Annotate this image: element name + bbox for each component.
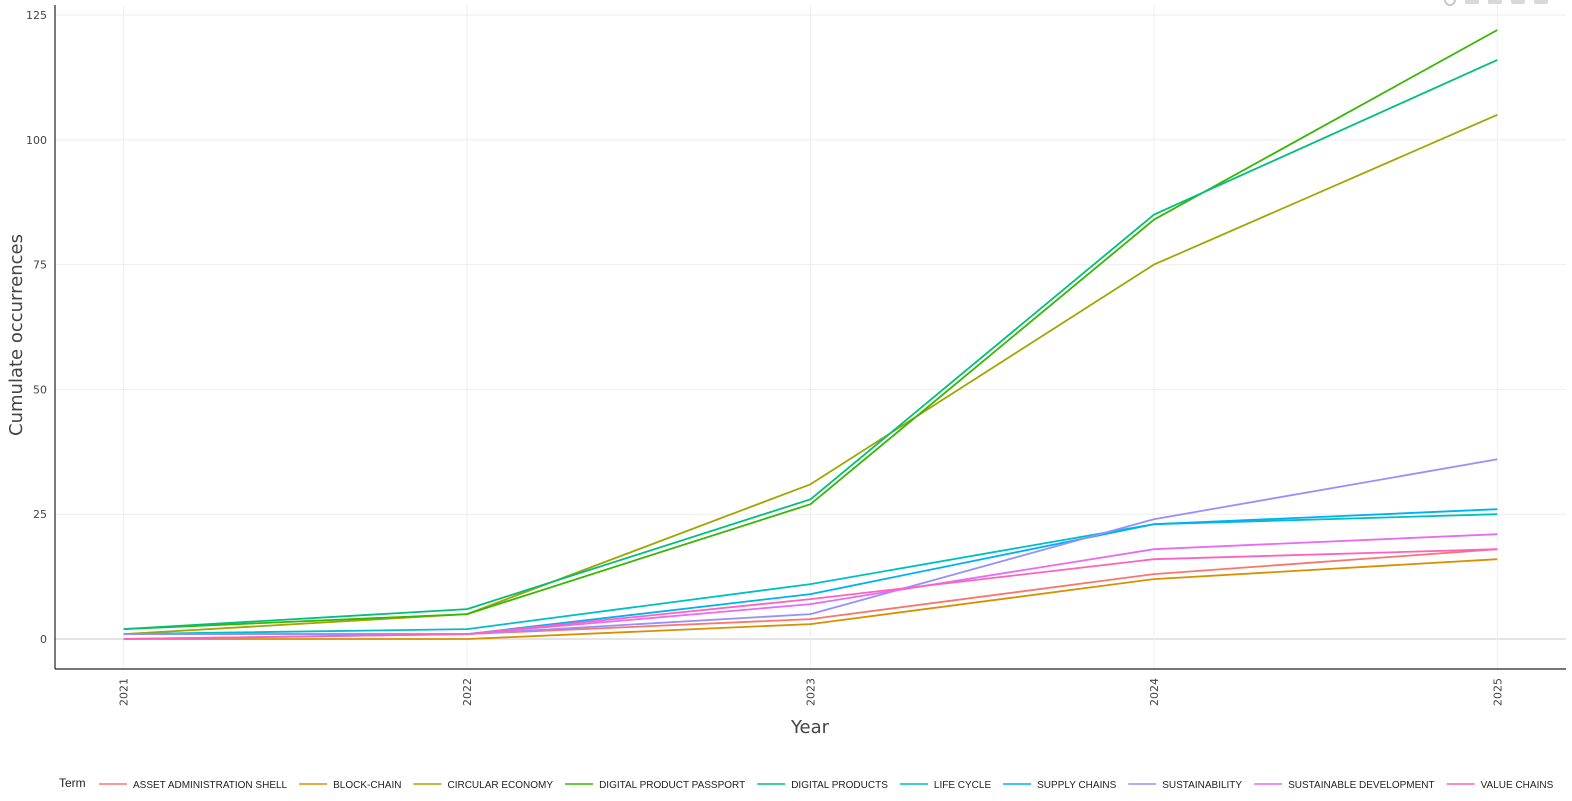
x-tick-label: 2022 (461, 678, 474, 706)
y-tick-labels: 0 25 50 75 100 125 (26, 9, 47, 646)
legend-item-label[interactable]: SUPPLY CHAINS (1037, 780, 1116, 791)
axes (54, 5, 1566, 670)
legend-item-label[interactable]: CIRCULAR ECONOMY (447, 780, 553, 791)
x-tick-label: 2023 (805, 678, 818, 706)
y-tick-label: 125 (26, 9, 47, 22)
y-tick-label: 100 (26, 134, 47, 147)
series-line[interactable] (123, 458, 1498, 635)
y-tick-label: 50 (33, 383, 47, 396)
x-tick-label: 2025 (1491, 678, 1504, 706)
series-lines[interactable] (123, 29, 1498, 640)
legend-item-label[interactable]: DIGITAL PRODUCT PASSPORT (599, 780, 745, 791)
chart-modebar[interactable] (1444, 0, 1548, 6)
y-tick-label: 0 (40, 633, 47, 646)
reset-axes-icon[interactable] (1534, 0, 1548, 4)
grid-lines (55, 5, 1566, 669)
series-line[interactable] (123, 513, 1498, 635)
series-line[interactable] (123, 59, 1498, 630)
legend-item-label[interactable]: DIGITAL PRODUCTS (791, 780, 888, 791)
x-tick-label: 2024 (1148, 678, 1161, 706)
y-tick-label: 25 (33, 508, 47, 521)
series-line[interactable] (123, 29, 1498, 630)
series-line[interactable] (123, 548, 1498, 640)
legend[interactable]: Term ASSET ADMINISTRATION SHELL BLOCK-CHA… (59, 776, 1554, 791)
legend-item-label[interactable]: LIFE CYCLE (934, 780, 992, 791)
y-axis-title: Cumulate occurrences (6, 234, 27, 436)
x-axis-title: Year (790, 717, 830, 738)
legend-item-label[interactable]: SUSTAINABLE DEVELOPMENT (1288, 780, 1435, 791)
y-tick-label: 75 (33, 259, 47, 272)
x-tick-labels: 2021 2022 2023 2024 2025 (118, 678, 1505, 706)
series-line[interactable] (123, 558, 1498, 640)
legend-item-label[interactable]: VALUE CHAINS (1481, 780, 1554, 791)
legend-item-label[interactable]: BLOCK-CHAIN (333, 780, 401, 791)
series-line[interactable] (123, 113, 1498, 635)
legend-item-label[interactable]: SUSTAINABILITY (1162, 780, 1242, 791)
legend-title: Term (59, 776, 86, 790)
zoom-icon[interactable] (1444, 0, 1456, 6)
autoscale-icon[interactable] (1511, 0, 1525, 4)
box-select-icon[interactable] (1488, 0, 1502, 4)
legend-item-label[interactable]: ASSET ADMINISTRATION SHELL (133, 780, 288, 791)
x-tick-label: 2021 (118, 678, 131, 706)
pan-icon[interactable] (1465, 0, 1479, 4)
